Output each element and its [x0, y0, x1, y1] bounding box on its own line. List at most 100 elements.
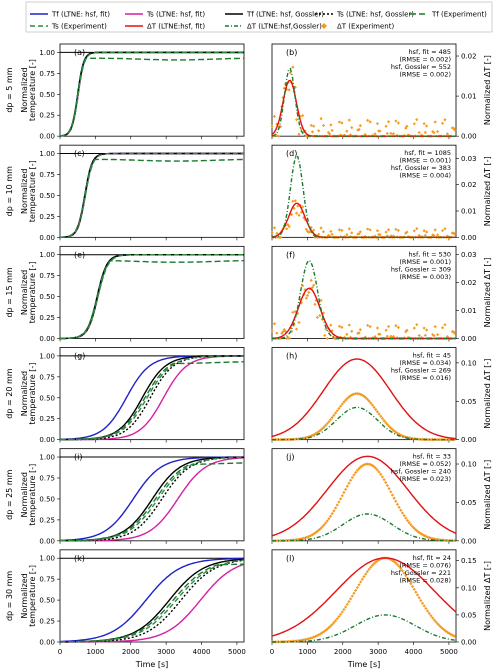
dt-exp-marker: [386, 484, 389, 487]
dt-exp-marker: [270, 231, 273, 234]
ytick-r: 0.00: [461, 537, 477, 545]
ytick: 0.00: [39, 234, 55, 242]
dt-exp-marker: [305, 297, 308, 300]
dt-exp-marker: [342, 608, 345, 611]
dt-exp-marker: [361, 578, 364, 581]
dt-exp-marker: [341, 610, 344, 613]
legend-label: Ts (LTNE: hsf, fit): [146, 11, 205, 19]
dt-exp-marker: [369, 120, 372, 123]
panel-letter: (b): [286, 48, 297, 57]
dt-exp-marker: [396, 503, 399, 506]
ytick-r: 0.10: [461, 584, 477, 592]
ytick: 0.75: [39, 70, 55, 78]
info-text: (RMSE = 0.002): [399, 71, 451, 79]
ytick: 1.00: [39, 49, 55, 57]
dt-exp-marker: [346, 603, 349, 606]
Ts-fit: [60, 255, 244, 339]
ytick: 0.75: [39, 272, 55, 280]
dt-exp-marker: [441, 229, 444, 232]
Tf-exp: [60, 159, 244, 237]
dt-exp-marker: [386, 132, 389, 135]
info-text: (RMSE = 0.023): [399, 475, 451, 483]
Ts-goss: [60, 52, 244, 136]
dt-exp-marker: [394, 500, 397, 503]
dt-exp-marker: [424, 234, 427, 237]
ytick: 0.25: [39, 618, 55, 626]
dt-exp-marker: [331, 129, 334, 132]
dt-exp-marker: [348, 323, 351, 326]
dt-exp-marker: [423, 326, 426, 329]
dp-label: dp = 30 mm: [5, 571, 14, 621]
dp-label: dp = 25 mm: [5, 469, 14, 519]
dt-exp-marker: [273, 115, 276, 118]
dt-exp-marker: [331, 233, 334, 236]
dt-exp-marker: [334, 411, 337, 414]
ylabel-right: Normalized ΔT [-]: [483, 156, 492, 226]
legend-marker: [321, 23, 327, 29]
dt-exp-marker: [351, 594, 354, 597]
dt-exp-marker: [275, 332, 278, 335]
dt-exp-marker: [329, 123, 332, 126]
dt-exp-marker: [319, 226, 322, 229]
ytick: 0.25: [39, 314, 55, 322]
dt-exp-marker: [318, 314, 321, 317]
dt-exp-marker: [386, 335, 389, 338]
dt-exp-marker: [322, 230, 325, 233]
dt-exp-marker: [377, 412, 380, 415]
dt-exp-marker: [337, 500, 340, 503]
ytick: 1.00: [39, 150, 55, 158]
dt-exp-marker: [316, 316, 319, 319]
ytick: 0.25: [39, 213, 55, 221]
ytick-r: 0.05: [461, 499, 477, 507]
Tf-exp: [60, 58, 244, 136]
xtick: 0: [270, 648, 274, 656]
dt-exp-marker: [415, 323, 418, 326]
dt-exp-marker: [406, 519, 409, 522]
Ts-exp: [60, 154, 244, 238]
dt-exp-marker: [351, 476, 354, 479]
xtick: 2000: [122, 648, 140, 656]
dt-exp-marker: [413, 588, 416, 591]
ytick: 1.00: [39, 352, 55, 360]
ytick: 1.00: [39, 251, 55, 259]
ytick: 0.00: [39, 436, 55, 444]
dt-exp-marker: [381, 475, 384, 478]
ytick-r: 0.02: [461, 181, 477, 189]
ytick: 0.25: [39, 112, 55, 120]
dt-exp-marker: [349, 597, 352, 600]
dt-exp-marker: [273, 322, 276, 325]
dt-exp-marker: [329, 324, 332, 327]
dt-exp-marker: [436, 333, 439, 336]
Ts-exp: [60, 52, 244, 135]
panel-letter: (k): [74, 554, 85, 563]
dt-exp-marker: [387, 487, 390, 490]
ytick-r: 0.05: [461, 398, 477, 406]
Ts-exp: [60, 356, 244, 440]
dT-goss: [272, 407, 456, 439]
ytick: 0.75: [39, 474, 55, 482]
Ts-exp: [60, 255, 244, 339]
dt-exp-marker: [401, 511, 404, 514]
Tf-fit: [60, 356, 244, 440]
dt-exp-marker: [270, 329, 273, 332]
panel-letter: (f): [286, 250, 295, 259]
ylabel-right: Normalized ΔT [-]: [483, 359, 492, 429]
dt-exp-marker: [369, 228, 372, 231]
xlabel: Time [s]: [347, 660, 381, 669]
legend-label: Ts (LTNE: hsf, Gossler): [336, 11, 414, 19]
dt-exp-marker: [295, 327, 298, 330]
dt-exp-marker: [394, 119, 397, 122]
dt-exp-marker: [366, 119, 369, 122]
dt-exp-marker: [350, 126, 353, 129]
panel-(c)0: [60, 145, 244, 237]
dt-exp-marker: [270, 125, 273, 128]
dt-exp-marker: [428, 612, 431, 615]
ytick: 0.50: [39, 597, 55, 605]
ytick: 0.00: [39, 639, 55, 647]
dt-exp-marker: [379, 473, 382, 476]
xlabel: Time [s]: [135, 660, 169, 669]
dt-exp-marker: [424, 334, 427, 337]
ytick-r: 0.00: [461, 133, 477, 141]
dt-exp-marker: [344, 488, 347, 491]
ytick: 0.75: [39, 171, 55, 179]
